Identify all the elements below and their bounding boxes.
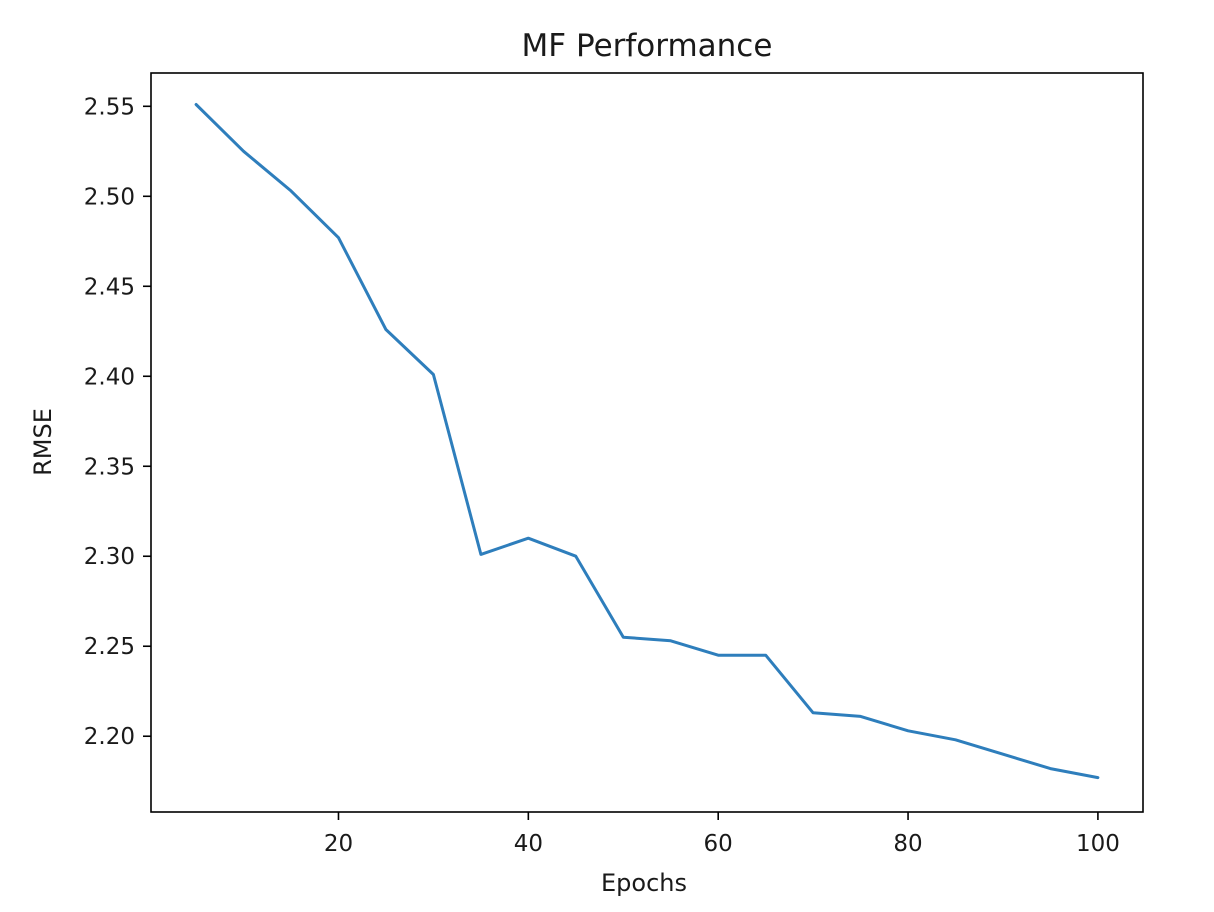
- y-tick-label: 2.30: [84, 544, 135, 570]
- axes-frame: [150, 72, 1144, 813]
- y-axis-label: RMSE: [29, 408, 57, 476]
- y-tick-label: 2.20: [84, 724, 135, 750]
- x-tick-label: 80: [893, 831, 922, 857]
- x-tick-label: 60: [704, 831, 733, 857]
- x-tick-label: 40: [514, 831, 543, 857]
- chart-title: MF Performance: [522, 28, 773, 64]
- x-tick-label: 20: [324, 831, 353, 857]
- x-tick-label: 100: [1076, 831, 1120, 857]
- series-line-0: [194, 103, 1100, 780]
- y-tick-label: 2.25: [84, 634, 135, 660]
- y-tick-label: 2.35: [84, 454, 135, 480]
- plot-area: 20 40 60 80 100 2.20 2.25 2.30 2.35 2.40 2.45 2.50 2…: [84, 72, 1144, 857]
- y-tick-label: 2.40: [84, 364, 135, 390]
- y-tick-label: 2.45: [84, 274, 135, 300]
- x-axis-label: Epochs: [601, 869, 687, 897]
- y-tick-label: 2.50: [84, 184, 135, 210]
- y-tick-label: 2.55: [84, 94, 135, 120]
